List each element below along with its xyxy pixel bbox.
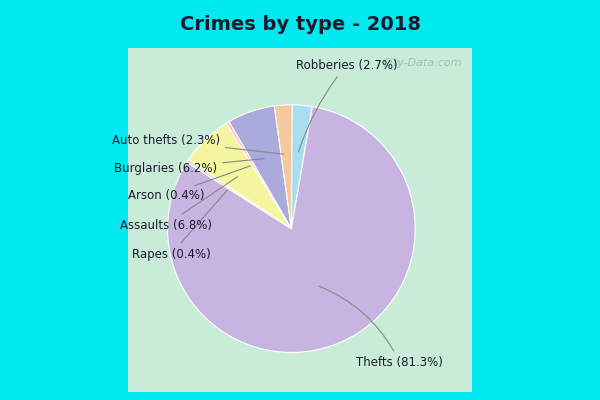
Text: City-Data.com: City-Data.com: [382, 58, 461, 68]
Text: Rapes (0.4%): Rapes (0.4%): [131, 190, 227, 261]
Text: Assaults (6.8%): Assaults (6.8%): [120, 177, 238, 232]
Wedge shape: [229, 106, 292, 228]
Text: Burglaries (6.2%): Burglaries (6.2%): [114, 159, 265, 175]
Text: Robberies (2.7%): Robberies (2.7%): [296, 59, 397, 152]
Wedge shape: [167, 106, 415, 352]
Text: Thefts (81.3%): Thefts (81.3%): [319, 286, 443, 369]
Wedge shape: [292, 105, 313, 228]
Text: Arson (0.4%): Arson (0.4%): [128, 166, 251, 202]
Wedge shape: [188, 123, 292, 228]
Text: Auto thefts (2.3%): Auto thefts (2.3%): [112, 134, 284, 154]
Wedge shape: [226, 122, 292, 228]
Text: Crimes by type - 2018: Crimes by type - 2018: [179, 14, 421, 34]
Wedge shape: [187, 160, 292, 228]
Wedge shape: [274, 105, 292, 228]
